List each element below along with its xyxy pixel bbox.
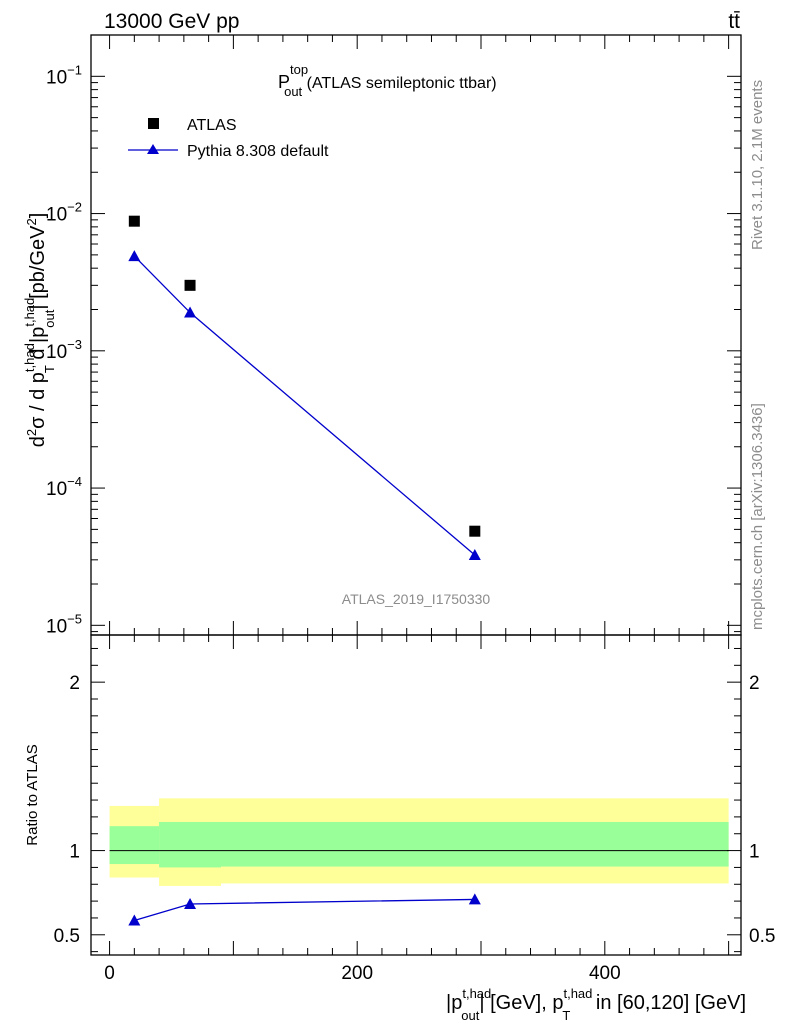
series-line-pythia <box>133 255 476 556</box>
data-point-atlas <box>128 215 140 227</box>
data-point-pythia <box>128 250 141 262</box>
main-ytick-label: 10−3 <box>46 337 82 363</box>
ratio-xtick-label: 400 <box>589 963 621 984</box>
ratio-xtick-label: 0 <box>104 963 115 984</box>
main-series-layer <box>128 215 481 561</box>
ratio-point-pythia <box>468 893 481 905</box>
ratio-xtick-label: 200 <box>341 963 373 984</box>
ratio-ytick-label: 0.5 <box>54 926 80 947</box>
mcplots-label: mcplots.cern.ch [arXiv:1306.3436] <box>749 403 766 630</box>
ratio-ytick-label-right: 0.5 <box>749 926 775 947</box>
ratio-ytick-label: 1 <box>69 842 80 863</box>
main-axis-ticks <box>91 34 741 635</box>
plot-title: Ptop out (ATLAS semileptonic ttbar) <box>278 62 497 99</box>
energy-label: 13000 GeV pp <box>104 10 239 33</box>
ratio-line-pythia <box>134 898 475 922</box>
process-label: tt̄ <box>728 10 740 33</box>
ratio-y-axis-label: Ratio to ATLAS <box>24 744 41 845</box>
main-ytick-label: 10−5 <box>46 611 82 637</box>
main-ytick-label: 10−1 <box>46 62 82 88</box>
data-point-pythia <box>184 306 197 318</box>
ratio-panel-frame <box>90 634 742 956</box>
plot-title-rest: (ATLAS semileptonic ttbar) <box>302 75 496 92</box>
ratio-point-pythia <box>128 914 141 926</box>
legend-marker-atlas <box>148 118 159 129</box>
data-point-pythia <box>468 549 481 561</box>
plot-title-sup: top <box>290 62 308 77</box>
rivet-label: Rivet 3.1.10, 2.1M events <box>749 80 766 250</box>
legend-marker-pythia <box>147 144 159 154</box>
ratio-bands-layer <box>109 798 729 886</box>
main-ytick-label: 10−2 <box>46 200 82 226</box>
ratio-ytick-label-right: 2 <box>749 673 760 694</box>
legend-label-pythia: Pythia 8.308 default <box>187 143 329 160</box>
ratio-band-inner <box>109 826 160 865</box>
ratio-ytick-label-right: 1 <box>749 842 760 863</box>
data-point-atlas <box>469 525 481 537</box>
ratio-band-inner <box>221 821 729 867</box>
ratio-series-layer <box>128 893 481 926</box>
main-ytick-label: 10−4 <box>46 474 82 500</box>
main-y-tick-labels: 10−1 10−2 10−3 10−4 10−5 <box>46 62 82 637</box>
main-panel: 10−1 10−2 10−3 10−4 10−5 Ptop out (ATLAS semi… <box>22 34 742 637</box>
ratio-point-pythia <box>184 897 197 909</box>
ratio-ytick-label: 2 <box>69 673 80 694</box>
ratio-x-tick-labels: 0 200 400 <box>104 963 620 984</box>
analysis-label: ATLAS_2019_I1750330 <box>342 591 491 607</box>
main-y-axis-label: d2σ / d pt,had T d |pt,had out| [pb/GeV2] <box>22 213 57 448</box>
legend-label-atlas: ATLAS <box>187 117 237 134</box>
legend: ATLAS Pythia 8.308 default <box>128 117 329 160</box>
ratio-y-tick-labels: 0.5 0.5 1 1 2 2 <box>54 673 776 947</box>
ratio-axis-ticks <box>91 635 741 955</box>
plot-title-base: P <box>278 72 290 92</box>
ratio-panel: 0.5 0.5 1 1 2 2 0 200 400 Ratio to ATLAS <box>24 634 776 984</box>
plot-title-sub: out <box>284 84 302 99</box>
ratio-band-inner <box>159 821 221 868</box>
x-axis-label: |pt,had out| [GeV], pt,had T in [60,120] [… <box>446 986 746 1023</box>
data-point-atlas <box>184 279 196 291</box>
